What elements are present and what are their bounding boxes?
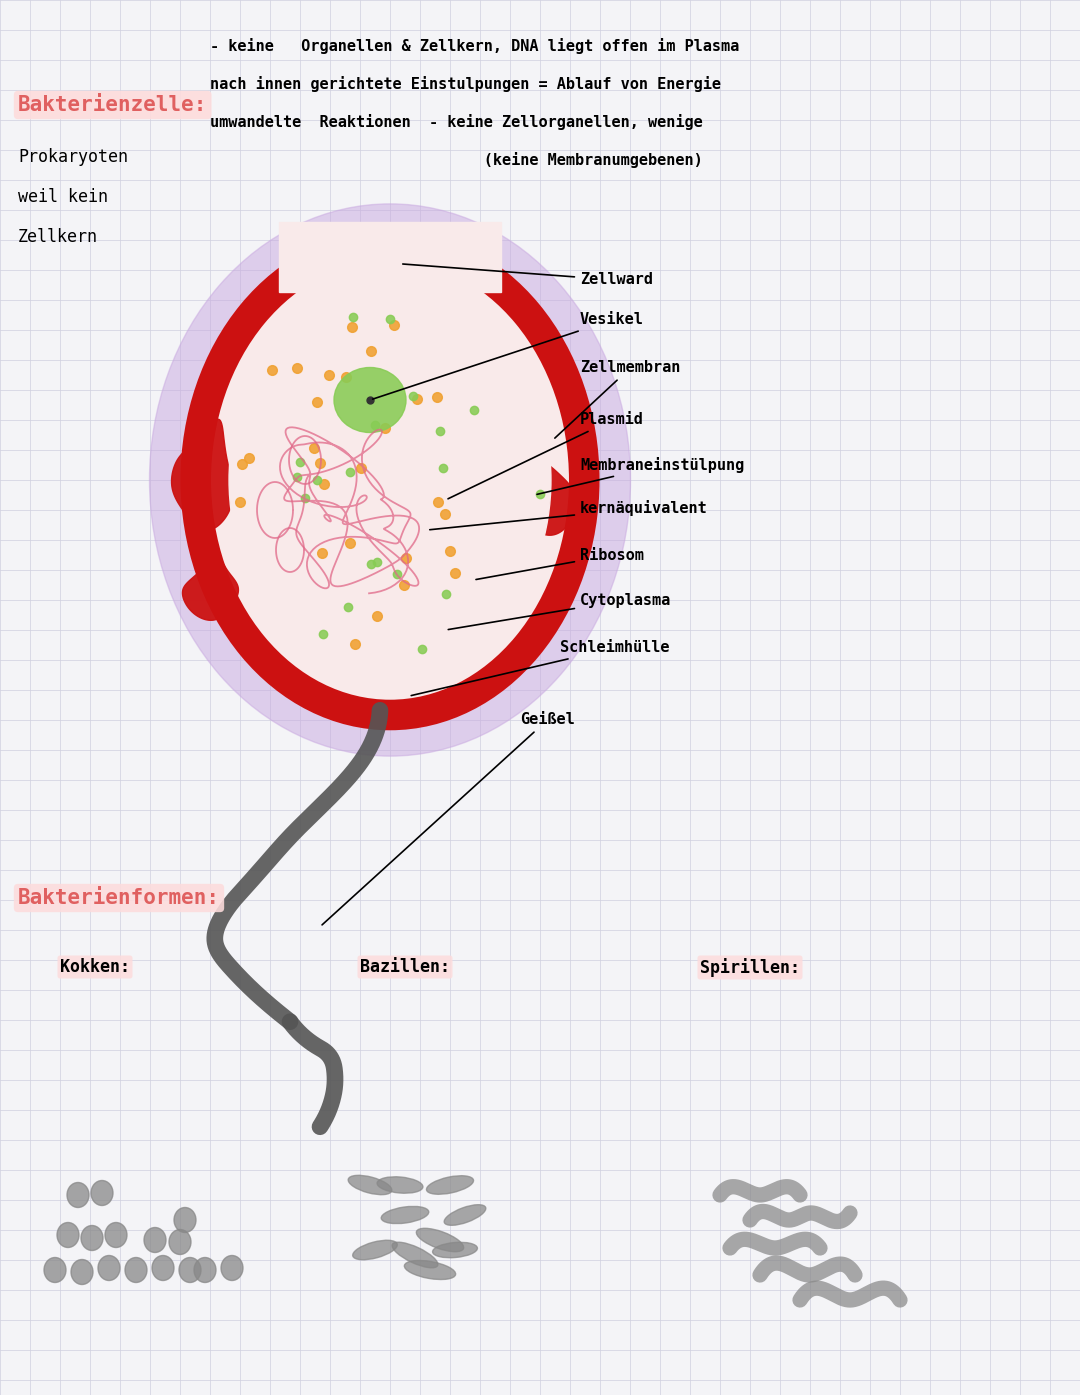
Ellipse shape [174, 1208, 195, 1233]
Text: Plasmid: Plasmid [448, 413, 644, 499]
Text: Vesikel: Vesikel [373, 312, 644, 399]
Ellipse shape [105, 1222, 127, 1247]
Text: Bakterienformen:: Bakterienformen: [18, 889, 220, 908]
Ellipse shape [334, 367, 406, 432]
Ellipse shape [149, 204, 631, 756]
Polygon shape [172, 420, 233, 530]
Text: (keine Membranumgebenen): (keine Membranumgebenen) [210, 152, 703, 167]
Ellipse shape [168, 1229, 191, 1254]
Polygon shape [183, 559, 239, 621]
Text: nach innen gerichtete Einstulpungen = Ablauf von Energie: nach innen gerichtete Einstulpungen = Ab… [210, 75, 721, 92]
Text: Geißel: Geißel [322, 713, 575, 925]
Ellipse shape [377, 1177, 423, 1193]
Ellipse shape [353, 1240, 397, 1260]
Text: umwandelte  Reaktionen  - keine Zellorganellen, wenige: umwandelte Reaktionen - keine Zellorgane… [210, 114, 703, 130]
Ellipse shape [57, 1222, 79, 1247]
Text: Schleimhülle: Schleimhülle [411, 640, 670, 696]
Ellipse shape [98, 1256, 120, 1281]
Ellipse shape [227, 280, 553, 679]
Ellipse shape [348, 1176, 392, 1194]
Ellipse shape [44, 1257, 66, 1282]
Text: Zellmembran: Zellmembran [555, 360, 680, 438]
Text: Bakterienzelle:: Bakterienzelle: [18, 95, 207, 114]
Ellipse shape [194, 1257, 216, 1282]
Ellipse shape [404, 1261, 456, 1279]
Ellipse shape [144, 1228, 166, 1253]
Ellipse shape [67, 1183, 89, 1208]
Ellipse shape [125, 1257, 147, 1282]
Text: Cytoplasma: Cytoplasma [448, 593, 672, 629]
Text: Membraneinstülpung: Membraneinstülpung [537, 458, 744, 494]
Text: Ribosom: Ribosom [476, 547, 644, 579]
Ellipse shape [179, 1257, 201, 1282]
Ellipse shape [221, 1256, 243, 1281]
Text: - keine   Organellen & Zellkern, DNA liegt offen im Plasma: - keine Organellen & Zellkern, DNA liegt… [210, 38, 739, 54]
Text: kernäquivalent: kernäquivalent [430, 499, 707, 530]
Text: Zellkern: Zellkern [18, 227, 98, 246]
Ellipse shape [427, 1176, 473, 1194]
Text: Prokaryoten: Prokaryoten [18, 148, 129, 166]
FancyBboxPatch shape [279, 222, 501, 292]
Ellipse shape [195, 246, 584, 716]
Ellipse shape [381, 1207, 429, 1223]
Text: Spirillen:: Spirillen: [700, 958, 800, 976]
Ellipse shape [81, 1225, 103, 1250]
Wedge shape [284, 257, 497, 470]
Text: Zellward: Zellward [403, 264, 653, 287]
Ellipse shape [152, 1256, 174, 1281]
Ellipse shape [416, 1229, 463, 1251]
Ellipse shape [392, 1242, 437, 1268]
Text: Kokken:: Kokken: [60, 958, 130, 976]
Polygon shape [519, 459, 576, 536]
Text: Bazillen:: Bazillen: [360, 958, 450, 976]
Ellipse shape [444, 1205, 486, 1225]
Ellipse shape [71, 1260, 93, 1285]
Ellipse shape [229, 283, 551, 678]
Ellipse shape [433, 1243, 477, 1258]
Ellipse shape [91, 1180, 113, 1205]
Text: weil kein: weil kein [18, 188, 108, 206]
